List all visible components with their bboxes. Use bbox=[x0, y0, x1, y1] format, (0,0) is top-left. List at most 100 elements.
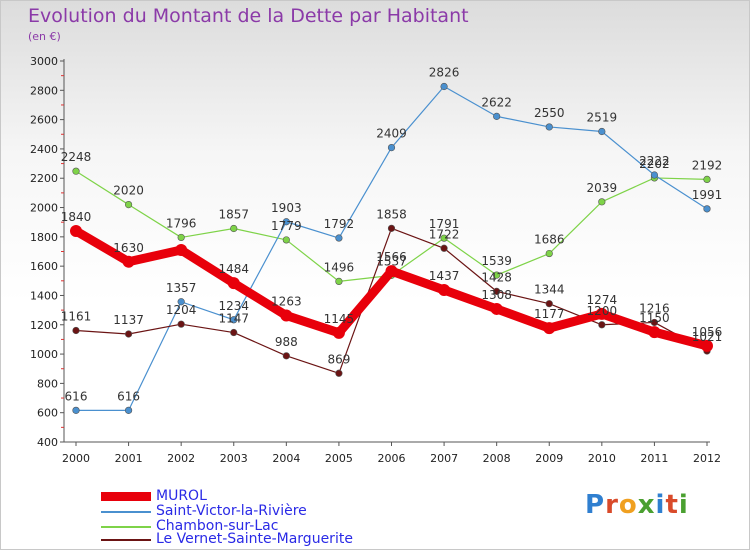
data-label-chambon: 2248 bbox=[61, 150, 92, 164]
data-point-chambon bbox=[282, 236, 290, 244]
data-point-saint-victor bbox=[124, 406, 133, 414]
data-label-murol: 1145 bbox=[324, 312, 355, 326]
data-point-saint-victor bbox=[230, 316, 238, 324]
data-label-murol: 1177 bbox=[534, 307, 565, 321]
data-label-vernet: 1428 bbox=[481, 270, 512, 284]
y-tick-label: 600 bbox=[37, 407, 58, 420]
data-label-chambon: 1537 bbox=[376, 254, 407, 268]
data-label-murol: 1437 bbox=[429, 269, 460, 283]
y-tick-label: 1600 bbox=[30, 260, 58, 273]
y-tick-label: 2200 bbox=[30, 172, 58, 185]
data-point-murol bbox=[280, 309, 293, 322]
data-label-saint-victor: 616 bbox=[117, 389, 140, 403]
legend-label-saint-victor: Saint-Victor-la-Rivière bbox=[156, 503, 307, 519]
legend-label-chambon: Chambon-sur-Lac bbox=[156, 518, 279, 534]
data-label-vernet: 1161 bbox=[61, 309, 92, 323]
data-point-saint-victor bbox=[387, 144, 396, 152]
data-label-chambon: 1779 bbox=[271, 219, 302, 233]
data-point-saint-victor bbox=[440, 82, 448, 91]
data-point-vernet bbox=[387, 224, 396, 232]
data-point-saint-victor bbox=[335, 234, 343, 242]
chart-subtitle: (en €) bbox=[28, 30, 61, 43]
data-point-vernet bbox=[440, 244, 448, 252]
data-label-saint-victor: 2622 bbox=[481, 95, 512, 109]
data-label-chambon: 2039 bbox=[587, 181, 618, 195]
data-point-saint-victor bbox=[493, 112, 501, 120]
data-label-murol: 1056 bbox=[692, 325, 723, 339]
data-point-vernet bbox=[124, 330, 133, 338]
data-label-saint-victor: 2550 bbox=[534, 106, 565, 120]
line-chart: 400 600 800 1000 1200 1400 1600 1800 2000 2200 240… bbox=[30, 55, 723, 465]
data-point-saint-victor bbox=[545, 123, 553, 131]
data-label-chambon: 2020 bbox=[113, 184, 144, 198]
data-point-murol bbox=[385, 265, 398, 278]
data-point-murol bbox=[332, 326, 345, 339]
data-label-saint-victor: 1991 bbox=[692, 188, 723, 202]
data-point-vernet bbox=[177, 320, 185, 328]
data-label-murol: 1150 bbox=[639, 311, 670, 325]
data-label-chambon: 1496 bbox=[324, 260, 355, 274]
data-point-chambon bbox=[598, 198, 606, 206]
data-point-murol bbox=[543, 322, 556, 335]
x-tick-label: 2005 bbox=[325, 452, 353, 465]
data-label-saint-victor: 2222 bbox=[639, 154, 670, 168]
data-point-vernet bbox=[72, 326, 80, 335]
data-point-murol bbox=[701, 339, 713, 352]
data-point-saint-victor bbox=[598, 127, 606, 136]
y-tick-label: 1800 bbox=[30, 231, 58, 244]
data-label-vernet: 1147 bbox=[218, 312, 249, 326]
data-point-vernet bbox=[335, 369, 343, 377]
x-tick-label: 2004 bbox=[272, 452, 300, 465]
data-point-murol bbox=[175, 244, 188, 257]
data-label-saint-victor: 1234 bbox=[218, 299, 249, 313]
legend-label-vernet: Le Vernet-Sainte-Marguerite bbox=[156, 531, 353, 547]
data-point-vernet bbox=[282, 352, 290, 360]
y-tick-label: 2400 bbox=[30, 143, 58, 156]
y-tick-label: 2600 bbox=[30, 114, 58, 127]
data-point-chambon bbox=[72, 167, 80, 175]
data-label-chambon: 1539 bbox=[481, 254, 512, 268]
data-point-vernet bbox=[545, 300, 553, 308]
data-point-saint-victor bbox=[650, 171, 659, 179]
data-point-chambon bbox=[545, 249, 553, 258]
data-label-chambon: 1857 bbox=[218, 207, 249, 221]
chart-title: Evolution du Montant de la Dette par Hab… bbox=[28, 5, 469, 27]
proxiti-logo: Proxiti bbox=[585, 490, 689, 520]
legend-swatch-chambon bbox=[101, 526, 151, 528]
data-label-vernet: 1344 bbox=[534, 283, 565, 297]
data-label-murol: 1630 bbox=[113, 241, 144, 255]
data-label-saint-victor: 1792 bbox=[324, 217, 355, 231]
data-label-vernet: 1137 bbox=[113, 313, 144, 327]
x-tick-label: 2001 bbox=[115, 452, 143, 465]
data-label-murol: 1263 bbox=[271, 295, 302, 309]
data-point-saint-victor bbox=[72, 406, 80, 414]
data-point-chambon bbox=[230, 224, 238, 233]
data-point-murol bbox=[122, 255, 135, 268]
data-label-vernet: 1216 bbox=[639, 301, 670, 315]
data-label-saint-victor: 1357 bbox=[166, 281, 197, 295]
data-label-chambon: 1686 bbox=[534, 233, 565, 247]
x-tick-label: 2011 bbox=[640, 452, 668, 465]
x-tick-label: 2012 bbox=[693, 452, 721, 465]
data-point-murol bbox=[70, 224, 82, 237]
data-label-chambon: 2192 bbox=[692, 158, 723, 172]
data-label-chambon: 2202 bbox=[639, 157, 670, 171]
data-point-chambon bbox=[335, 277, 343, 285]
legend-swatch-murol bbox=[101, 492, 151, 501]
data-label-murol: 1840 bbox=[61, 210, 92, 224]
y-tick-label: 2000 bbox=[30, 202, 58, 215]
data-point-murol bbox=[595, 307, 608, 320]
x-tick-label: 2009 bbox=[535, 452, 563, 465]
data-point-vernet bbox=[493, 287, 501, 295]
data-label-vernet: 988 bbox=[275, 335, 298, 349]
data-label-saint-victor: 2519 bbox=[587, 110, 618, 124]
x-tick-label: 2010 bbox=[588, 452, 616, 465]
y-tick-label: 800 bbox=[37, 377, 58, 390]
data-point-chambon bbox=[703, 175, 711, 184]
data-label-vernet: 1021 bbox=[692, 330, 723, 344]
data-point-chambon bbox=[177, 233, 185, 242]
data-label-vernet: 1858 bbox=[376, 207, 407, 221]
legend-swatch-saint-victor bbox=[101, 511, 151, 513]
data-point-murol bbox=[648, 326, 661, 339]
